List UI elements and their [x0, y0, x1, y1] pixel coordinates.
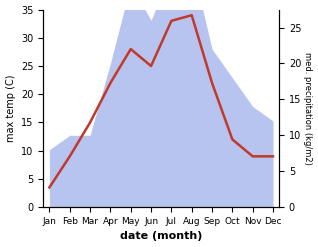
Y-axis label: med. precipitation (kg/m2): med. precipitation (kg/m2) — [303, 52, 313, 165]
X-axis label: date (month): date (month) — [120, 231, 203, 242]
Y-axis label: max temp (C): max temp (C) — [5, 75, 16, 142]
